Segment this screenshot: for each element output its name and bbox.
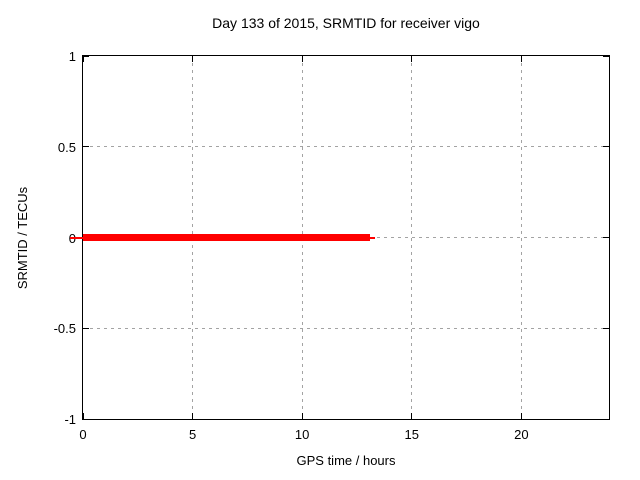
plot-area: [70, 55, 610, 420]
y-tick-right: [603, 418, 609, 420]
y-tick-left: [83, 418, 89, 420]
y-tick-left: [83, 146, 89, 148]
x-tick-top: [411, 56, 413, 62]
x-tick-label: 10: [294, 427, 310, 442]
y-tick-label: 0.5: [57, 139, 76, 155]
y-tick-label: -0.5: [53, 321, 76, 337]
y-tick-label: -1: [64, 412, 76, 427]
y-gridline: [83, 146, 609, 148]
x-tick-bottom: [411, 413, 413, 419]
x-tick-label: 20: [514, 427, 529, 442]
y-tick-label: 0: [20, 231, 76, 246]
x-tick-bottom: [192, 413, 194, 419]
x-tick-bottom: [520, 413, 522, 419]
y-tick-right: [603, 146, 609, 148]
chart-title: Day 133 of 2015, SRMTID for receiver vig…: [212, 15, 480, 31]
y-tick-left: [83, 327, 89, 329]
x-tick-top: [82, 56, 84, 62]
y-gridline: [83, 327, 609, 329]
x-tick-bottom: [82, 413, 84, 419]
y-tick-left: [83, 55, 89, 57]
x-tick-top: [301, 56, 303, 62]
x-tick-top: [192, 56, 194, 62]
x-tick-label: 15: [404, 427, 419, 442]
x-tick-top: [520, 56, 522, 62]
y-tick-right: [603, 237, 609, 238]
x-tick-label: 0: [79, 427, 87, 442]
y-tick-label: 1: [68, 49, 76, 64]
series-line-srmtid: [83, 234, 371, 241]
x-axis-label: GPS time / hours: [296, 453, 396, 468]
y-tick-right: [603, 327, 609, 329]
x-tick-label: 5: [188, 427, 197, 442]
x-tick-bottom: [301, 413, 303, 419]
y-tick-right: [603, 55, 609, 57]
